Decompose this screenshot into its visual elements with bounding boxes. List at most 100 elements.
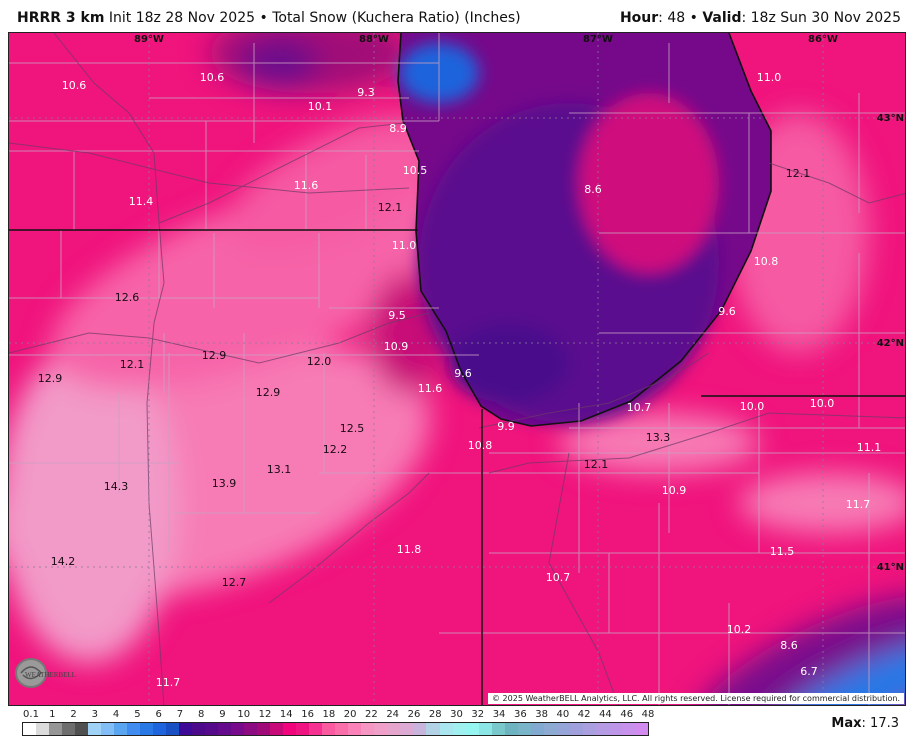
product-name: Total Snow (Kuchera Ratio) (Inches)	[272, 10, 521, 26]
color-swatch	[49, 723, 63, 735]
color-scale-label: 38	[535, 709, 548, 720]
snow-value-label: 12.5	[340, 422, 365, 435]
snow-value-label: 10.8	[754, 255, 779, 268]
color-scale-label: 4	[112, 709, 120, 720]
color-scale-label: 1	[49, 709, 56, 720]
color-swatch	[114, 723, 128, 735]
color-scale-label: 42	[577, 709, 591, 720]
snow-value-label: 9.9	[497, 420, 515, 433]
color-swatch	[478, 723, 492, 735]
latitude-label: 42°N	[877, 338, 904, 349]
separator: •	[689, 10, 698, 26]
snow-value-label: 6.7	[800, 665, 818, 678]
snow-value-label: 12.9	[202, 349, 227, 362]
color-swatch	[244, 723, 258, 735]
color-scale-label: 7	[176, 709, 184, 720]
snow-value-label: 13.9	[212, 477, 237, 490]
snow-value-label: 12.2	[323, 443, 348, 456]
color-scale-label: 44	[599, 709, 612, 720]
color-swatch	[452, 723, 466, 735]
snow-value-label: 11.4	[129, 195, 154, 208]
color-swatch	[348, 723, 362, 735]
copyright-notice: © 2025 WeatherBELL Analytics, LLC. All r…	[488, 693, 904, 704]
color-swatch	[231, 723, 245, 735]
longitude-label: 88°W	[359, 34, 389, 45]
color-swatch	[361, 723, 375, 735]
color-scale-label: 0.1	[23, 709, 39, 720]
snow-value-label: 8.9	[389, 122, 407, 135]
color-swatch	[335, 723, 349, 735]
snow-value-label: 14.3	[104, 480, 129, 493]
snow-value-label: 10.2	[727, 623, 752, 636]
color-scale-bar	[22, 722, 649, 736]
snow-value-label: 12.1	[378, 201, 403, 214]
color-swatch	[504, 723, 518, 735]
snow-value-label: 10.0	[810, 397, 835, 410]
snow-value-label: 10.6	[62, 79, 87, 92]
color-swatch	[491, 723, 505, 735]
color-swatch	[192, 723, 206, 735]
latitude-labels: 43°N 42°N 41°N	[877, 113, 904, 573]
color-scale-label: 6	[155, 709, 162, 720]
color-swatch	[556, 723, 570, 735]
init-time: Init 18z 28 Nov 2025	[108, 10, 256, 26]
snow-value-label: 11.6	[418, 382, 443, 395]
snow-value-label: 12.9	[38, 372, 63, 385]
max-number: : 17.3	[861, 716, 899, 731]
shoreline	[397, 33, 772, 427]
max-label: Max	[831, 716, 862, 731]
color-swatch	[270, 723, 284, 735]
color-swatch	[140, 723, 154, 735]
color-swatch	[400, 723, 414, 735]
snow-value-label: 8.6	[780, 639, 798, 652]
snow-value-label: 8.6	[584, 183, 602, 196]
snow-value-label: 9.6	[454, 367, 472, 380]
color-swatch	[608, 723, 622, 735]
snow-value-label: 12.1	[786, 167, 811, 180]
snow-value-label: 11.8	[397, 543, 422, 556]
snow-value-label: 12.1	[120, 358, 145, 371]
snow-value-label: 10.5	[403, 164, 428, 177]
color-swatch	[218, 723, 232, 735]
color-swatch	[582, 723, 596, 735]
color-scale-label: 18	[322, 709, 336, 720]
color-swatch	[23, 723, 37, 735]
highways	[9, 33, 905, 705]
color-scale-label: 10	[237, 709, 251, 720]
lake-michigan	[397, 33, 772, 427]
color-swatch	[296, 723, 310, 735]
color-swatch	[387, 723, 401, 735]
color-swatch	[179, 723, 193, 735]
color-scale-label: 26	[407, 709, 421, 720]
color-scale-label: 2	[70, 709, 77, 720]
color-swatch	[166, 723, 180, 735]
color-swatch	[517, 723, 531, 735]
color-scale-label: 22	[365, 709, 378, 720]
snow-value-label: 12.9	[256, 386, 281, 399]
snow-value-label: 9.3	[357, 86, 375, 99]
color-scale-label: 20	[343, 709, 357, 720]
color-scale-label: 8	[198, 709, 205, 720]
color-swatch	[634, 723, 648, 735]
longitude-label: 89°W	[134, 34, 164, 45]
color-swatch	[205, 723, 219, 735]
snow-value-label: 13.3	[646, 431, 671, 444]
color-swatch	[322, 723, 336, 735]
model-name: HRRR 3 km	[17, 10, 105, 26]
longitude-label: 87°W	[583, 34, 613, 45]
snow-value-label: 11.7	[846, 498, 871, 511]
latitude-label: 41°N	[877, 562, 904, 573]
snow-value-label: 10.9	[662, 484, 687, 497]
color-swatch	[426, 723, 440, 735]
color-scale-label: 46	[620, 709, 634, 720]
state-borders	[9, 229, 905, 705]
color-swatch	[36, 723, 50, 735]
color-swatch	[101, 723, 115, 735]
snow-value-label: 12.1	[584, 458, 609, 471]
snow-value-label: 11.7	[156, 676, 181, 689]
color-swatch	[621, 723, 635, 735]
snow-value-label: 12.7	[222, 576, 247, 589]
hour-value: : 48	[658, 10, 686, 26]
color-swatch	[153, 723, 167, 735]
snow-value-label: 14.2	[51, 555, 76, 568]
